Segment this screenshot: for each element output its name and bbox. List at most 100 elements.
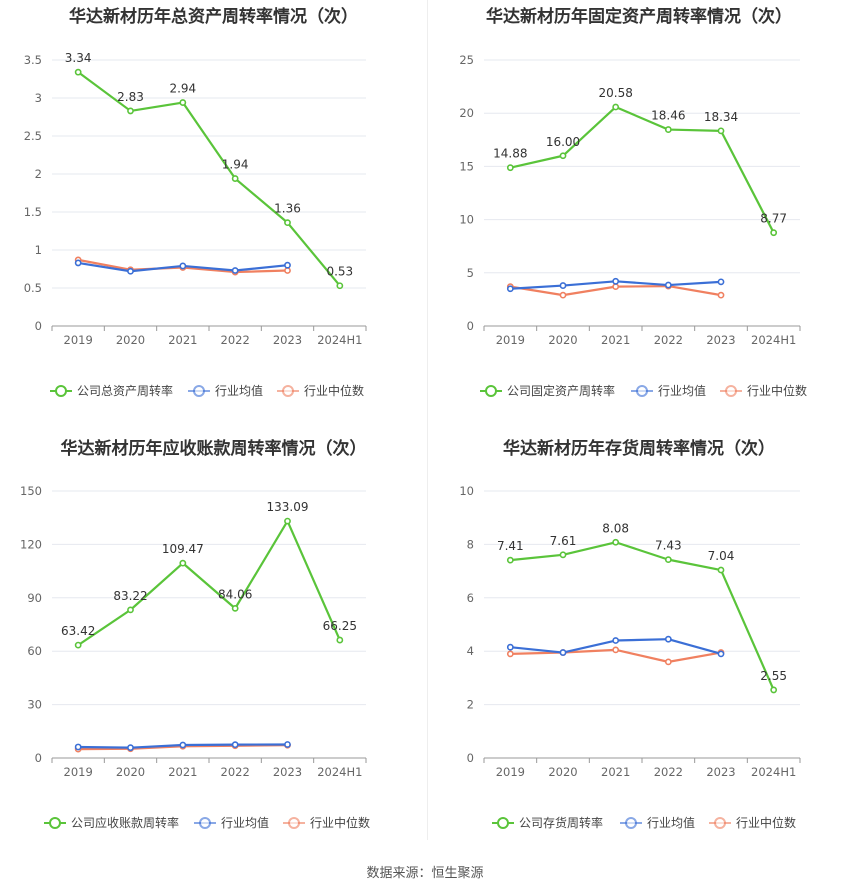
- data-point-company[interactable]: [664, 126, 672, 133]
- data-source-note: 数据来源：恒生聚源: [366, 866, 484, 881]
- data-point-company[interactable]: [284, 517, 291, 525]
- legend-item-median[interactable]: 行业中位数: [277, 383, 364, 398]
- data-point-company[interactable]: [612, 538, 620, 546]
- legend-label: 行业中位数: [310, 815, 370, 830]
- legend-item-median[interactable]: 行业中位数: [720, 383, 807, 398]
- y-tick-label: 120: [20, 537, 42, 551]
- data-point-company[interactable]: [612, 103, 620, 111]
- data-point-median[interactable]: [612, 646, 620, 654]
- legend-item-company[interactable]: 公司总资产周转率: [50, 383, 173, 398]
- y-tick-label: 2: [35, 167, 42, 181]
- data-point-avg[interactable]: [179, 741, 187, 749]
- data-point-company[interactable]: [179, 559, 187, 567]
- legend-marker: [625, 817, 637, 829]
- data-point-company[interactable]: [506, 556, 514, 564]
- legend-item-avg[interactable]: 行业均值: [631, 383, 706, 398]
- legend-label: 行业均值: [221, 815, 269, 830]
- data-point-avg[interactable]: [506, 643, 514, 651]
- data-point-avg[interactable]: [559, 649, 567, 656]
- legend-marker: [199, 817, 211, 829]
- data-point-avg[interactable]: [717, 650, 725, 658]
- data-point-avg[interactable]: [231, 741, 239, 749]
- data-point-company[interactable]: [74, 68, 82, 76]
- y-tick-label: 4: [467, 644, 474, 658]
- chart-panel-inventory-turnover: 华达新材历年存货周转率情况（次） 0 2 4 6 8 10 2019 2020 2021 2022…: [428, 432, 850, 852]
- data-point-company[interactable]: [179, 99, 187, 106]
- data-point-company[interactable]: [506, 164, 514, 172]
- x-tick-label: 2024H1: [317, 765, 362, 779]
- data-point-avg[interactable]: [284, 741, 291, 748]
- legend-item-median[interactable]: 行业中位数: [283, 815, 370, 830]
- legend-item-median[interactable]: 行业中位数: [709, 815, 796, 830]
- y-tick-label: 15: [459, 159, 474, 173]
- legend-item-avg[interactable]: 行业均值: [620, 815, 695, 830]
- x-tick-label: 2022: [221, 765, 250, 779]
- data-point-median[interactable]: [717, 291, 725, 299]
- data-point-avg[interactable]: [74, 259, 82, 267]
- y-tick-label: 30: [27, 698, 42, 712]
- data-point-avg[interactable]: [559, 282, 567, 289]
- legend-marker: [636, 385, 648, 397]
- data-point-avg[interactable]: [612, 277, 620, 285]
- y-tick-label: 5: [467, 266, 474, 280]
- data-label: 8.77: [760, 212, 787, 226]
- data-label: 18.46: [651, 109, 685, 123]
- series-line-company: [510, 541, 775, 691]
- data-point-company[interactable]: [717, 566, 725, 574]
- data-point-avg[interactable]: [506, 285, 514, 293]
- data-label: 0.53: [326, 265, 353, 279]
- data-point-median[interactable]: [664, 658, 672, 666]
- y-tick-label: 10: [459, 213, 474, 227]
- data-point-avg[interactable]: [127, 267, 134, 275]
- legend-label: 公司存货周转率: [519, 815, 603, 830]
- series-line-company: [77, 71, 341, 287]
- data-label: 63.42: [61, 624, 95, 638]
- data-point-company[interactable]: [127, 606, 134, 614]
- data-point-avg[interactable]: [664, 635, 672, 643]
- data-point-company[interactable]: [770, 686, 778, 694]
- data-point-avg[interactable]: [231, 267, 239, 274]
- legend-label: 行业中位数: [304, 383, 364, 398]
- y-tick-label: 6: [467, 591, 474, 605]
- data-point-avg[interactable]: [127, 744, 134, 752]
- data-point-company[interactable]: [231, 604, 239, 612]
- data-point-avg[interactable]: [179, 262, 187, 270]
- y-tick-label: 0: [467, 751, 474, 765]
- data-point-company[interactable]: [559, 152, 567, 160]
- data-point-median[interactable]: [284, 267, 291, 274]
- data-point-company[interactable]: [559, 551, 567, 559]
- chart-panel-receivables-turnover: 华达新材历年应收账款周转率情况（次） 0 30 60 90 120 150 2019 2020…: [0, 432, 427, 852]
- data-point-median[interactable]: [559, 291, 567, 299]
- x-tick-label: 2019: [64, 333, 93, 347]
- data-point-company[interactable]: [127, 107, 134, 115]
- data-point-company[interactable]: [74, 641, 82, 649]
- data-point-median[interactable]: [506, 650, 514, 658]
- data-point-company[interactable]: [336, 636, 344, 644]
- data-point-company[interactable]: [284, 219, 291, 227]
- data-point-company[interactable]: [664, 556, 672, 564]
- chart-panel-total-asset-turnover: 华达新材历年总资产周转率情况（次） 0 0.5 1 1.5 2 2.5 3 3.5 2019 20…: [0, 0, 427, 420]
- data-point-avg[interactable]: [612, 637, 620, 644]
- data-point-company[interactable]: [336, 282, 344, 290]
- data-point-company[interactable]: [717, 127, 725, 135]
- data-label: 109.47: [162, 542, 204, 556]
- legend-item-avg[interactable]: 行业均值: [194, 815, 269, 830]
- data-point-median[interactable]: [612, 283, 620, 291]
- x-tick-label: 2023: [273, 333, 302, 347]
- legend-item-company[interactable]: 公司固定资产周转率: [480, 383, 615, 398]
- data-point-avg[interactable]: [717, 278, 725, 286]
- data-point-company[interactable]: [770, 229, 778, 237]
- legend-item-company[interactable]: 公司存货周转率: [492, 815, 603, 830]
- legend-label: 公司固定资产周转率: [507, 383, 615, 398]
- legend-label: 行业中位数: [747, 383, 807, 398]
- x-tick-label: 2019: [496, 765, 525, 779]
- chart-svg: 0 30 60 90 120 150 2019 2020 2021 2022 2023 2024H1 6…: [20, 484, 370, 830]
- data-point-avg[interactable]: [664, 281, 672, 289]
- data-point-avg[interactable]: [284, 261, 291, 269]
- data-point-avg[interactable]: [74, 743, 82, 751]
- legend-marker: [725, 385, 737, 397]
- data-point-company[interactable]: [231, 175, 239, 182]
- legend-item-avg[interactable]: 行业均值: [188, 383, 263, 398]
- y-tick-label: 2: [467, 698, 474, 712]
- legend-item-company[interactable]: 公司应收账款周转率: [44, 815, 179, 830]
